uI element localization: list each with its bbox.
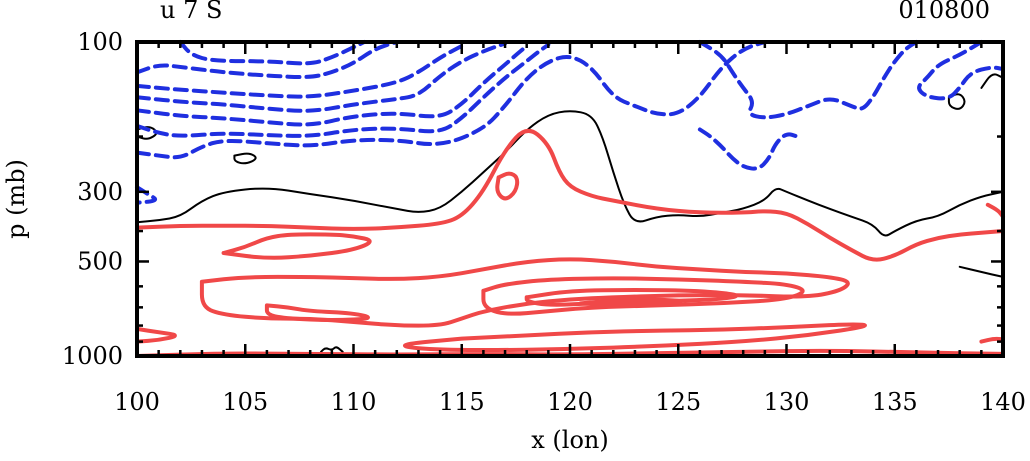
x-tick-label-105: 105	[222, 388, 268, 416]
contour-neg-5	[135, 44, 464, 99]
x-tick-label-100: 100	[114, 388, 160, 416]
y-tick-label-1000: 1000	[62, 342, 123, 370]
x-tick-label-135: 135	[872, 388, 918, 416]
contour-pos-3	[199, 257, 850, 328]
title-left: u 7 S	[160, 0, 222, 24]
axis-ticks	[135, 40, 1005, 358]
x-tick-label-125: 125	[655, 388, 701, 416]
x-tick-label-120: 120	[547, 388, 593, 416]
y-tick-label-300: 300	[77, 178, 123, 206]
x-tick-label-110: 110	[331, 388, 377, 416]
y-axis-label: p (mb)	[2, 159, 30, 239]
contour-pos-7	[402, 322, 867, 353]
tick-labels: 100 105 110 115 120 125 130 135 140 100 300 500 1000	[62, 28, 1026, 416]
contour-zero-6	[233, 152, 257, 165]
contour-neg-8	[697, 40, 919, 120]
title-right: 010800	[898, 0, 990, 24]
y-tick-label-500: 500	[77, 247, 123, 275]
contour-zero-4	[980, 73, 1004, 89]
contour-neg-6	[135, 40, 399, 80]
contour-neg-2	[135, 42, 551, 138]
contour-pos-2	[221, 232, 372, 260]
y-tick-label-100: 100	[77, 28, 123, 56]
contour-neg-9	[917, 40, 1005, 101]
x-tick-label-140: 140	[980, 388, 1026, 416]
contour-pos-1	[135, 128, 1005, 262]
contour-neg-11	[135, 185, 158, 205]
contour-pos-5	[524, 288, 738, 307]
contour-pos-9	[264, 303, 370, 322]
contour-neg-1	[135, 40, 767, 160]
contour-zero-1	[136, 110, 1004, 237]
contour-neg-7	[178, 40, 367, 66]
contour-pos-6	[578, 297, 683, 308]
contour-pos-10	[495, 171, 520, 201]
contour-lines	[135, 40, 1005, 358]
contour-pos-12	[985, 202, 1005, 219]
x-tick-label-115: 115	[439, 388, 485, 416]
contour-pos-4	[481, 276, 805, 316]
contour-neg-10	[697, 127, 800, 171]
contour-neg-4	[135, 41, 508, 113]
x-tick-label-130: 130	[764, 388, 810, 416]
contour-neg-3	[135, 44, 529, 127]
contour-pos-8	[135, 326, 177, 344]
contour-zero-2	[958, 265, 1004, 278]
contour-zero-7	[320, 346, 344, 353]
x-axis-label: x (lon)	[531, 426, 608, 454]
contour-pos-13	[979, 336, 1005, 344]
